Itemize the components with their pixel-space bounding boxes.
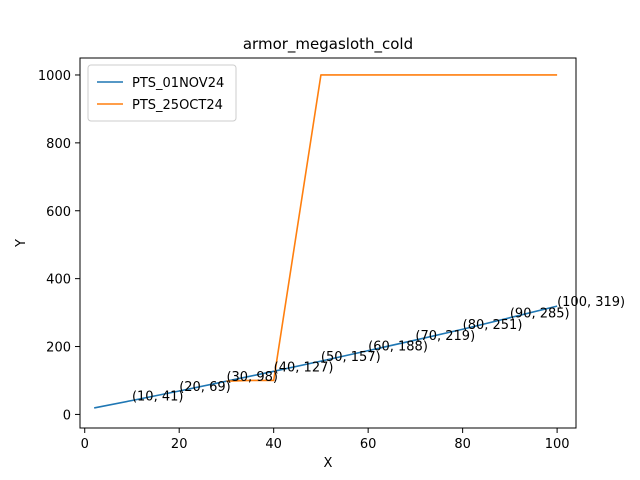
y-axis-label: Y [14,239,29,248]
point-annotation: (90, 285) [510,307,570,322]
point-annotation: (70, 219) [415,329,475,344]
legend-box [87,64,237,122]
point-annotation: (20, 69) [179,380,231,395]
point-annotation: (30, 98) [226,370,278,385]
y-tick-label: 800 [46,137,71,152]
point-annotation: (40, 127) [274,360,334,375]
y-tick-label: 600 [46,205,71,220]
legend-label-1: PTS_25OCT24 [132,98,223,113]
x-tick-label: 100 [545,437,570,452]
series-line-1 [226,74,558,382]
plot-area-frame [79,57,577,429]
x-tick-label: 40 [265,437,282,452]
x-axis-label: X [324,456,333,471]
point-annotation: (60, 188) [368,340,428,355]
point-annotation: (50, 157) [321,350,381,365]
x-tick-label: 60 [360,437,377,452]
y-tick-label: 0 [63,408,71,423]
point-annotation: (10, 41) [132,390,184,405]
x-tick-label: 80 [454,437,471,452]
y-tick-label: 400 [46,273,71,288]
point-annotation: (80, 251) [463,318,523,333]
chart-title: armor_megasloth_cold [243,35,413,54]
point-annotation: (100, 319) [557,295,625,310]
legend-label-0: PTS_01NOV24 [132,76,224,91]
y-tick-label: 1000 [38,69,71,84]
y-tick-label: 200 [46,341,71,356]
legend: PTS_01NOV24 PTS_25OCT24 [87,64,237,122]
x-tick-label: 0 [81,437,89,452]
x-tick-label: 20 [171,437,188,452]
series-line-0 [94,305,558,409]
